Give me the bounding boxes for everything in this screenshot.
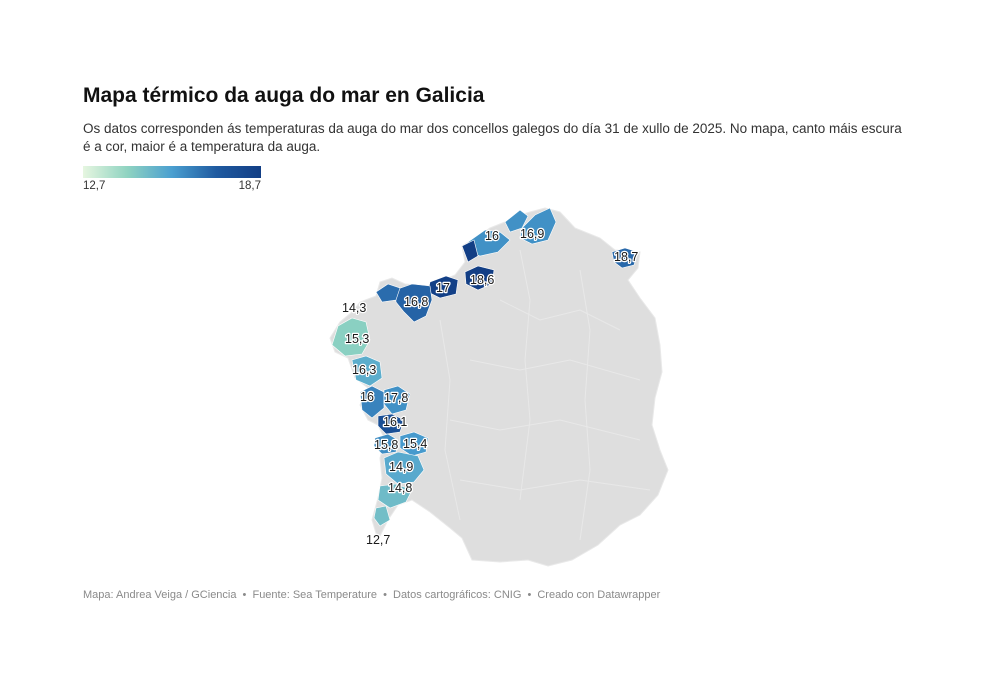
- value-label-p12: 16,1: [383, 415, 407, 429]
- value-label-p9: 16,3: [352, 363, 376, 377]
- legend-min-label: 12,7: [83, 180, 106, 192]
- municipality-p2[interactable]: [519, 207, 557, 245]
- footer-separator: •: [242, 589, 247, 601]
- municipality-p1b[interactable]: [504, 209, 529, 233]
- value-label-p10: 16: [360, 390, 374, 404]
- municipality-p17[interactable]: [373, 505, 391, 527]
- value-label-p17: 12,7: [366, 533, 390, 547]
- municipality-p4[interactable]: [464, 265, 495, 291]
- municipality-p14[interactable]: [399, 431, 429, 457]
- municipality-p15[interactable]: [383, 451, 425, 485]
- source-link[interactable]: Fuente: Sea Temperature: [252, 589, 378, 601]
- value-label-p13: 15,8: [374, 438, 398, 452]
- value-label-p6: 16,8: [404, 295, 428, 309]
- municipality-p7[interactable]: [375, 283, 401, 303]
- value-label-p3: 18,7: [614, 250, 638, 264]
- page-subtitle: Os datos corresponden ás temperaturas da…: [83, 121, 902, 154]
- value-label-p8: 15,3: [345, 332, 369, 346]
- footer-separator: •: [527, 589, 532, 601]
- footer-separator: •: [383, 589, 387, 601]
- geo-data-credit: Datos cartográficos: CNIG: [393, 589, 522, 601]
- municipality-p12[interactable]: [377, 413, 405, 435]
- municipality-p4b[interactable]: [461, 239, 479, 263]
- value-label-p16: 14,8: [388, 481, 412, 495]
- value-label-p1: 16: [485, 229, 499, 243]
- color-legend: 12,7 18,7: [83, 166, 263, 194]
- value-labels: 16 16,9 18,7 18,6 17 16,8 14,3 15,3 16,3…: [341, 226, 640, 549]
- datawrapper-link[interactable]: Creado con Datawrapper: [537, 589, 661, 601]
- value-label-p15: 14,9: [389, 460, 413, 474]
- municipality-p3[interactable]: [611, 247, 639, 269]
- municipality-p16[interactable]: [377, 483, 413, 509]
- legend-gradient-bar: [83, 166, 261, 178]
- value-label-p7: 14,3: [342, 301, 366, 315]
- municipality-p10[interactable]: [359, 385, 385, 419]
- coastal-municipalities: [331, 207, 639, 527]
- page-title: Mapa térmico da auga do mar en Galicia: [83, 84, 485, 107]
- value-label-p11: 17,8: [384, 391, 408, 405]
- map-credit: Mapa: Andrea Veiga / GCiencia: [83, 589, 237, 601]
- value-label-p14: 15,4: [403, 437, 427, 451]
- municipality-p8[interactable]: [331, 317, 371, 357]
- value-label-p2: 16,9: [520, 227, 544, 241]
- municipality-p13[interactable]: [373, 433, 399, 455]
- municipality-borders: [439, 249, 651, 541]
- legend-max-label: 18,7: [238, 180, 261, 192]
- footer-credits: Mapa: Andrea Veiga / GCiencia • Fuente: …: [83, 589, 660, 601]
- value-label-p5: 17: [436, 281, 450, 295]
- value-label-p4: 18,6: [470, 273, 494, 287]
- municipality-p11[interactable]: [383, 385, 411, 415]
- municipality-p9[interactable]: [351, 355, 383, 387]
- municipality-p6[interactable]: [394, 283, 433, 323]
